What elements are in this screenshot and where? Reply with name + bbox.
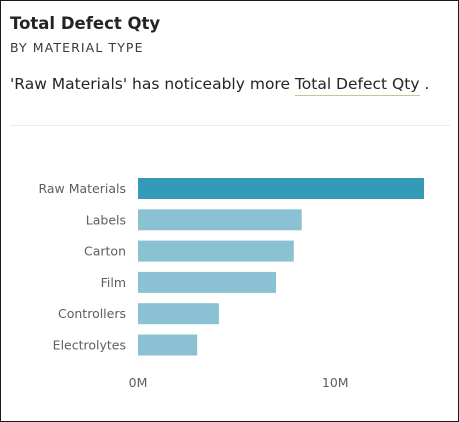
category-label: Raw Materials xyxy=(38,181,126,196)
bar-labels[interactable] xyxy=(138,209,302,231)
insight-measure-link[interactable]: Total Defect Qty xyxy=(294,75,420,96)
bar-chart: Raw Materials Labels Carton Film Controllers… xyxy=(38,178,424,390)
insight-suffix: . xyxy=(419,75,430,93)
category-label: Electrolytes xyxy=(53,338,126,353)
category-label: Film xyxy=(101,275,126,290)
chart-subtitle: BY MATERIAL TYPE xyxy=(10,40,144,55)
x-tick-label: 10M xyxy=(322,375,349,390)
category-label: Labels xyxy=(86,212,126,227)
x-tick-label: 0M xyxy=(129,375,148,390)
insight-prefix: 'Raw Materials' has noticeably more xyxy=(10,75,295,93)
bar-raw-materials[interactable] xyxy=(138,178,424,199)
chart-title: Total Defect Qty xyxy=(10,14,161,33)
bar-electrolytes[interactable] xyxy=(138,334,198,356)
divider xyxy=(10,125,450,126)
insight-text: 'Raw Materials' has noticeably more Tota… xyxy=(10,75,430,96)
bar-film[interactable] xyxy=(138,271,277,293)
category-label: Carton xyxy=(84,244,126,259)
bar-controllers[interactable] xyxy=(138,303,219,325)
category-label: Controllers xyxy=(58,306,126,321)
bar-carton[interactable] xyxy=(138,240,294,262)
